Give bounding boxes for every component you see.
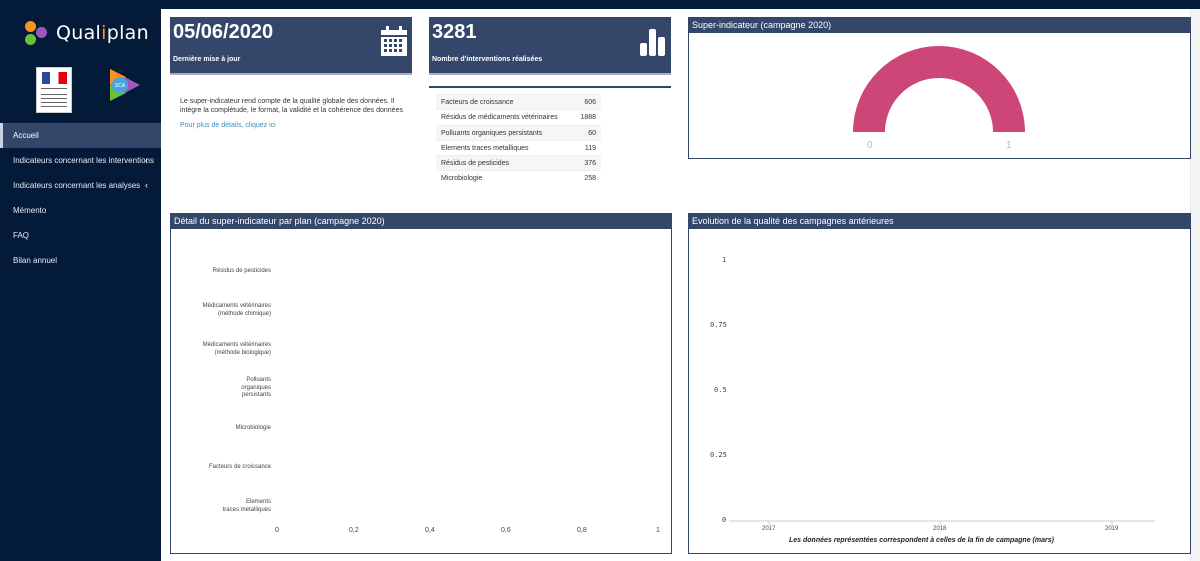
table-row: Elements traces metalliques 119 xyxy=(436,139,601,155)
qualiplan-logo[interactable]: Qualiplan xyxy=(24,20,149,46)
interventions-label: Nombre d'interventions réalisées xyxy=(432,56,543,63)
x-tick: 0,4 xyxy=(425,527,435,534)
last-update-value: 05/06/2020 xyxy=(173,21,274,43)
last-update-label: Dernière mise à jour xyxy=(173,56,241,63)
evolution-caption: Les données représentées correspondent à… xyxy=(789,537,1054,544)
logo-dots-icon xyxy=(24,20,50,46)
category-label: Médicaments vétérinaires (méthode biologi… xyxy=(202,342,271,356)
infobox-interventions: 3281 Nombre d'interventions réalisées xyxy=(429,17,671,75)
panel-title: Evolution de la qualité des campagnes an… xyxy=(689,214,1190,229)
interventions-value: 3281 xyxy=(432,21,477,43)
sidebar-nav: Accueil Indicateurs concernant les inter… xyxy=(0,123,161,273)
x-tick: 0,2 xyxy=(349,527,359,534)
sidebar-item-bilan-annuel[interactable]: Bilan annuel xyxy=(0,248,161,273)
evolution-axis xyxy=(729,520,1155,525)
bar-chart-icon xyxy=(640,29,665,56)
details-link[interactable]: Pour plus de détails, cliquez ici xyxy=(180,122,276,129)
svg-text:SCA: SCA xyxy=(115,83,126,89)
description-text: Le super-indicateur rend compte de la qu… xyxy=(180,98,403,114)
chevron-left-icon: ‹ xyxy=(145,180,148,190)
gauge-max-label: 1 xyxy=(1006,140,1012,151)
category-label: Facteurs de croissance xyxy=(208,464,271,470)
gauge-panel: Super-indicateur (campagne 2020) 0 1 xyxy=(688,17,1191,159)
x-tick: 2019 xyxy=(1105,526,1119,532)
table-row: Résidus de pesticides 376 xyxy=(436,155,601,171)
y-tick: 1 xyxy=(722,256,727,264)
top-header-bar xyxy=(0,0,1200,9)
table-row: Polluants organiques persistants 60 xyxy=(436,124,601,140)
sidebar-item-label: Indicateurs concernant les interventions xyxy=(13,156,154,165)
sidebar-item-indicateurs-interventions[interactable]: Indicateurs concernant les interventions… xyxy=(0,148,161,173)
panel-title: Détail du super-indicateur par plan (cam… xyxy=(171,214,671,229)
category-label: Microbiologie xyxy=(235,425,271,431)
super-indicator-description: Le super-indicateur rend compte de la qu… xyxy=(180,98,410,131)
sidebar: Qualiplan SCA Accueil Indicateurs concer… xyxy=(0,0,161,561)
partner-logos: SCA xyxy=(36,65,148,115)
y-tick: 0.5 xyxy=(714,386,727,394)
panel-title: Super-indicateur (campagne 2020) xyxy=(689,18,1190,33)
x-tick: 0 xyxy=(275,527,279,534)
ministry-logo xyxy=(36,67,72,113)
divider xyxy=(429,86,671,88)
vertical-scrollbar[interactable] xyxy=(1190,9,1200,561)
app-name: Qualiplan xyxy=(56,22,149,44)
table-row: Résidus de médicaments vétérinaires 1888 xyxy=(436,109,601,124)
detail-by-plan-panel: Détail du super-indicateur par plan (cam… xyxy=(170,213,672,554)
sidebar-item-label: Indicateurs concernant les analyses xyxy=(13,181,141,190)
y-tick: 0 xyxy=(722,516,727,524)
sidebar-item-indicateurs-analyses[interactable]: Indicateurs concernant les analyses ‹ xyxy=(0,173,161,198)
category-label: Polluants organiques persistants xyxy=(241,377,271,398)
interventions-by-plan-table: Facteurs de croissance 606 Résidus de méd… xyxy=(436,94,601,186)
x-tick: 0,6 xyxy=(501,527,511,534)
evolution-panel: Evolution de la qualité des campagnes an… xyxy=(688,213,1191,554)
sidebar-item-label: Bilan annuel xyxy=(13,256,58,265)
x-tick: 2017 xyxy=(762,526,776,532)
x-tick: 0,8 xyxy=(577,527,587,534)
category-label: Résidus de pesticides xyxy=(212,268,271,274)
table-row: Microbiologie 258 xyxy=(436,170,601,185)
sidebar-item-faq[interactable]: FAQ xyxy=(0,223,161,248)
category-label: Médicaments vétérinaires (méthode chimiqu… xyxy=(202,303,271,317)
infobox-last-update: 05/06/2020 Dernière mise à jour xyxy=(170,17,412,75)
x-tick: 1 xyxy=(656,527,660,534)
sidebar-item-label: Accueil xyxy=(13,131,39,140)
super-indicator-gauge xyxy=(853,46,1025,132)
category-label: Elements traces metalliques xyxy=(222,499,271,513)
sca-logo: SCA xyxy=(110,69,140,101)
calendar-icon xyxy=(381,26,407,56)
sidebar-item-label: FAQ xyxy=(13,231,30,240)
x-tick: 2018 xyxy=(933,526,947,532)
table-row: Facteurs de croissance 606 xyxy=(436,94,601,110)
sidebar-item-accueil[interactable]: Accueil xyxy=(0,123,161,148)
y-tick: 0.75 xyxy=(710,321,727,329)
sidebar-item-memento[interactable]: Mémento xyxy=(0,198,161,223)
chevron-left-icon: ‹ xyxy=(145,155,148,165)
y-tick: 0.25 xyxy=(710,451,727,459)
gauge-min-label: 0 xyxy=(867,140,873,151)
sidebar-item-label: Mémento xyxy=(13,206,47,215)
